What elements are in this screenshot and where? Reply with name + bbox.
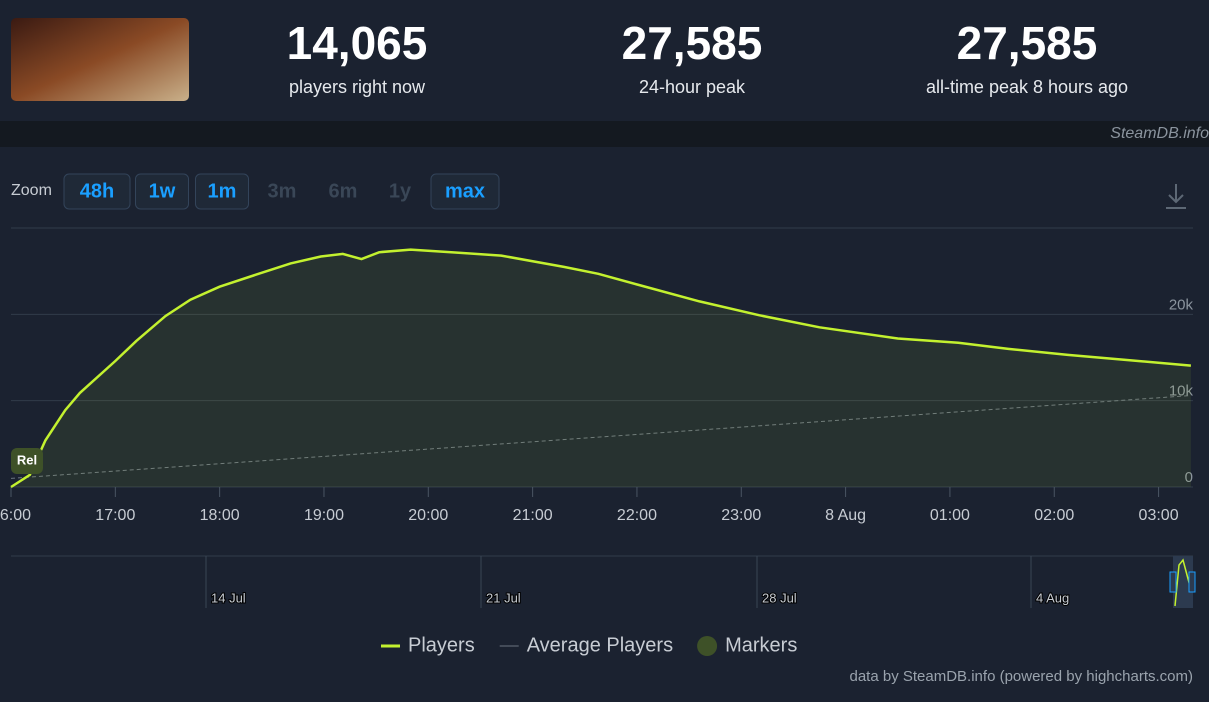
zoom-button[interactable] — [135, 173, 189, 210]
navigator: 14 Jul 21 Jul 28 Jul 4 Aug — [11, 555, 1196, 608]
navigator-label: 14 Jul — [211, 590, 246, 605]
legend-label[interactable]: Markers — [725, 634, 797, 656]
watermark-strip — [0, 121, 1209, 147]
x-tick-label: 22:00 — [617, 507, 657, 524]
y-tick-label: 20k — [1169, 296, 1194, 313]
watermark: SteamDB.info — [1110, 125, 1209, 142]
zoom-option: 1y — [389, 180, 412, 202]
zoom-button[interactable] — [430, 173, 500, 210]
legend-label[interactable]: Average Players — [527, 634, 673, 656]
series-line — [10, 395, 1191, 479]
stat-label: 24-hour peak — [639, 77, 746, 97]
x-tick-label: 18:00 — [200, 507, 240, 524]
zoom-label: Zoom — [11, 182, 52, 199]
x-tick-label: 02:00 — [1034, 507, 1074, 524]
legend-label[interactable]: Players — [408, 634, 475, 656]
stat-value: 27,585 — [957, 17, 1098, 69]
stat-label: players right now — [289, 77, 426, 97]
zoom-option[interactable]: 1m — [208, 180, 237, 202]
stat-value: 14,065 — [287, 17, 428, 69]
x-tick-label: 03:00 — [1139, 507, 1179, 524]
zoom-option: 3m — [268, 180, 297, 202]
navigator-label: 21 Jul — [486, 590, 521, 605]
zoom-button[interactable] — [63, 173, 131, 210]
y-tick-label: 0 — [1185, 469, 1193, 486]
marker[interactable] — [11, 448, 43, 474]
zoom-option[interactable]: 48h — [80, 180, 114, 202]
stat-label: all-time peak 8 hours ago — [926, 77, 1128, 97]
marker-label: Rel — [17, 452, 37, 467]
zoom-option: 6m — [329, 180, 358, 202]
navigator-label: 4 Aug — [1036, 590, 1069, 605]
x-tick-label: 17:00 — [95, 507, 135, 524]
area-fill — [11, 249, 1191, 487]
legend-symbol — [697, 636, 718, 656]
zoom-option[interactable]: max — [445, 180, 485, 202]
zoom-button[interactable] — [195, 173, 249, 210]
x-tick-label: 19:00 — [304, 507, 344, 524]
x-tick-label: 8 Aug — [825, 507, 866, 524]
x-tick-label: 01:00 — [930, 507, 970, 524]
stat-value: 27,585 — [622, 17, 763, 69]
x-tick-label: 21:00 — [513, 507, 553, 524]
series-line — [10, 248, 1192, 489]
x-tick-label: 20:00 — [408, 507, 448, 524]
x-tick-label: 16:00 — [0, 507, 31, 524]
zoom-option[interactable]: 1w — [149, 180, 176, 202]
x-tick-label: 23:00 — [721, 507, 761, 524]
download-icon[interactable] — [1166, 184, 1186, 209]
game-thumbnail — [11, 18, 189, 101]
navigator-label: 28 Jul — [762, 590, 797, 605]
credit[interactable]: data by SteamDB.info (powered by highcha… — [850, 668, 1194, 685]
